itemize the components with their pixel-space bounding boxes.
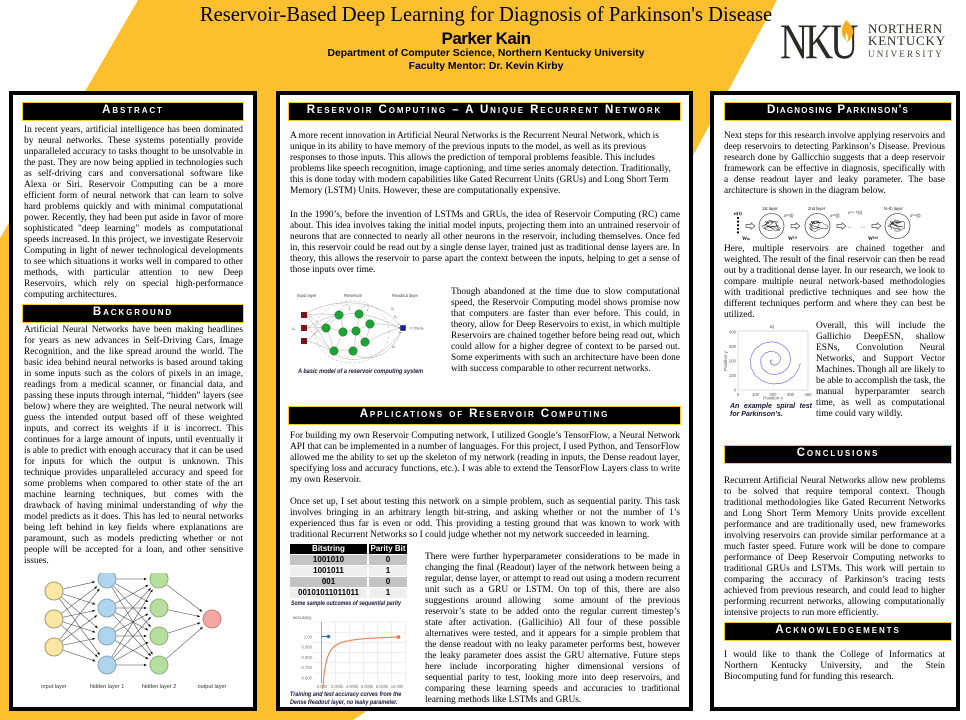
svg-text:u(t): u(t) bbox=[734, 212, 742, 217]
svg-text:hidden layer 2: hidden layer 2 bbox=[142, 684, 177, 690]
svg-text:Input layer: Input layer bbox=[297, 293, 317, 298]
svg-text:W⁽¹⁾: W⁽¹⁾ bbox=[765, 220, 774, 225]
svg-text:KENTUCKY: KENTUCKY bbox=[868, 33, 946, 48]
svg-text:W⁽ᵐ⁾: W⁽ᵐ⁾ bbox=[890, 220, 900, 225]
svg-text:100: 100 bbox=[729, 373, 737, 378]
svg-text:x⁽ᵐ⁻¹⁾(t): x⁽ᵐ⁻¹⁾(t) bbox=[848, 210, 863, 215]
svg-text:0.600: 0.600 bbox=[302, 675, 313, 680]
svg-text:x⁽²⁾(t): x⁽²⁾(t) bbox=[830, 213, 840, 218]
svg-text:input layer: input layer bbox=[41, 684, 67, 690]
svg-text:2nd layer: 2nd layer bbox=[808, 206, 826, 211]
svg-text:0: 0 bbox=[737, 392, 740, 397]
svg-text:W⁽²⁾: W⁽²⁾ bbox=[788, 236, 798, 242]
svg-text:Readout layer: Readout layer bbox=[392, 293, 419, 298]
svg-text:accuracy: accuracy bbox=[293, 615, 312, 620]
svg-text:300: 300 bbox=[729, 344, 737, 349]
svg-text:0.000: 0.000 bbox=[317, 684, 328, 689]
svg-text:100: 100 bbox=[752, 392, 760, 397]
svg-text:0: 0 bbox=[734, 388, 737, 393]
svg-text:8.000k: 8.000k bbox=[376, 684, 389, 689]
svg-text:4.000k: 4.000k bbox=[346, 684, 359, 689]
svg-text:Position x: Position x bbox=[763, 396, 784, 401]
svg-text:400: 400 bbox=[805, 392, 813, 397]
svg-text:x⁽ᵐ⁾(t): x⁽ᵐ⁾(t) bbox=[910, 213, 921, 218]
svg-text:x⁽¹⁾(t): x⁽¹⁾(t) bbox=[784, 213, 794, 218]
svg-text:0.800: 0.800 bbox=[302, 655, 313, 660]
svg-text:10.00k: 10.00k bbox=[391, 684, 404, 689]
svg-text:1.00: 1.00 bbox=[304, 635, 313, 640]
svg-text:Nₗ-th layer: Nₗ-th layer bbox=[884, 206, 903, 211]
svg-text:1st layer: 1st layer bbox=[762, 206, 778, 211]
svg-text:Wₗₙ: Wₗₙ bbox=[742, 237, 750, 242]
svg-text:Xₓ: Xₓ bbox=[292, 327, 296, 331]
svg-text:X₁: X₁ bbox=[391, 307, 395, 311]
svg-text:0.700: 0.700 bbox=[302, 665, 313, 670]
svg-text:300: 300 bbox=[787, 392, 795, 397]
svg-text:200: 200 bbox=[770, 392, 778, 397]
svg-text:X₂: X₂ bbox=[394, 315, 398, 319]
svg-text:output layer: output layer bbox=[198, 684, 227, 690]
svg-text:W⁽²⁾: W⁽²⁾ bbox=[811, 220, 820, 225]
svg-text:400: 400 bbox=[729, 330, 737, 335]
svg-text:Reservoir: Reservoir bbox=[344, 293, 363, 298]
svg-text:Xₖ: Xₖ bbox=[392, 345, 396, 349]
svg-text:W⁽ᵐ⁾: W⁽ᵐ⁾ bbox=[868, 236, 879, 242]
svg-text:6.000k: 6.000k bbox=[361, 684, 374, 689]
svg-text:hidden layer 1: hidden layer 1 bbox=[90, 684, 125, 690]
svg-text:Y = ΣWₓSₓ: Y = ΣWₓSₓ bbox=[410, 327, 425, 331]
svg-text:...: ... bbox=[848, 225, 852, 230]
svg-text:NORTHERN: NORTHERN bbox=[868, 21, 943, 36]
svg-text:a): a) bbox=[770, 324, 775, 329]
svg-text:2.000k: 2.000k bbox=[331, 684, 344, 689]
svg-text:0.900: 0.900 bbox=[302, 645, 313, 650]
svg-text:Position y: Position y bbox=[723, 350, 728, 371]
svg-text:UNIVERSITY: UNIVERSITY bbox=[868, 49, 944, 59]
svg-text:200: 200 bbox=[729, 359, 737, 364]
svg-text:...: ... bbox=[861, 225, 865, 230]
